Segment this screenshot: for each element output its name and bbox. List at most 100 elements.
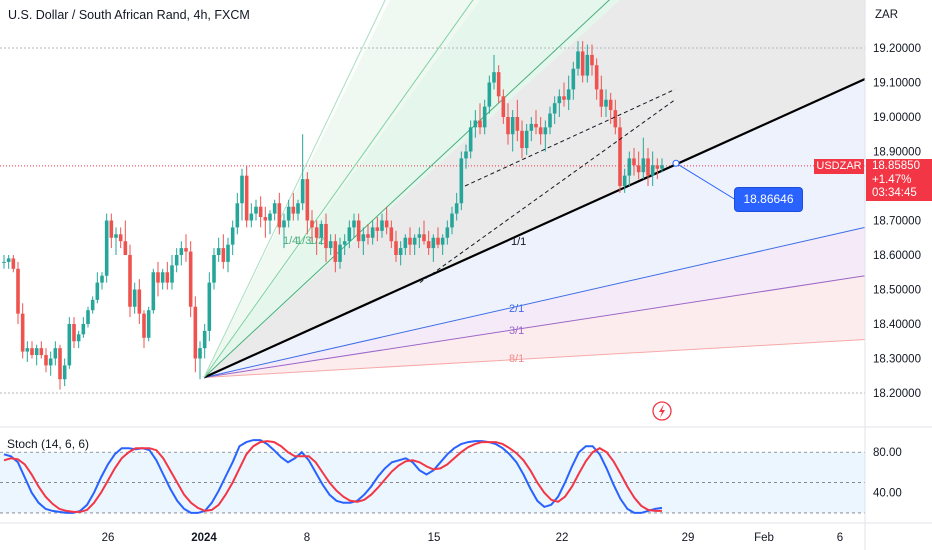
candle: [226, 237, 230, 273]
candle-body: [636, 165, 641, 173]
candle: [636, 151, 641, 180]
candle-body: [632, 158, 636, 166]
fan-label: 8/1: [509, 353, 524, 365]
candle-body: [431, 237, 436, 249]
candle: [380, 213, 384, 238]
candle-body: [608, 99, 613, 111]
currency-label[interactable]: ZAR: [875, 9, 898, 21]
callout-anchor: [672, 159, 680, 167]
candle: [39, 341, 44, 359]
candle-body: [48, 358, 53, 366]
candle-body: [165, 272, 170, 283]
price-callout[interactable]: 18.86646: [735, 188, 802, 211]
candle: [352, 213, 356, 238]
candle-body: [650, 165, 655, 176]
candle: [524, 123, 529, 155]
candle: [464, 144, 468, 169]
candle-body: [72, 324, 76, 342]
candle-body: [496, 72, 501, 97]
candle-body: [324, 223, 328, 249]
candle-body: [515, 117, 520, 131]
candle: [254, 199, 258, 221]
candle-body: [76, 334, 81, 342]
candle-body: [571, 68, 576, 90]
candle-body: [478, 120, 482, 128]
candle: [151, 268, 156, 314]
candle-body: [67, 324, 72, 366]
fan-label: 1/1: [511, 236, 526, 248]
candle-body: [557, 96, 562, 104]
candle: [543, 120, 548, 152]
candle-body: [319, 223, 324, 238]
candle: [473, 110, 478, 138]
candle-body: [291, 206, 296, 214]
candle: [641, 137, 646, 180]
candle-body: [426, 241, 431, 249]
candle-body: [389, 227, 394, 242]
fan-fill-green: [204, 0, 620, 378]
candle: [30, 341, 34, 359]
fan-1-8: [203, 339, 866, 378]
candle-body: [137, 289, 142, 314]
candle-body: [286, 206, 291, 221]
candle: [324, 213, 328, 262]
candle-body: [212, 255, 216, 283]
candle-body: [394, 241, 398, 255]
candle-body: [20, 313, 25, 352]
time-tick-label: 22: [556, 532, 569, 544]
fan-label: 3/1: [509, 325, 524, 337]
candle-body: [310, 220, 314, 228]
candle: [137, 279, 142, 324]
candle: [34, 344, 39, 366]
candle: [562, 82, 566, 107]
stoch-k-line: [3, 439, 663, 514]
candle: [520, 120, 524, 159]
price-badge: 18.85850 +1.47% 03:34:45: [866, 159, 932, 201]
candle: [282, 213, 286, 249]
candle-body: [468, 127, 473, 152]
candle-body: [482, 106, 487, 128]
candle: [412, 234, 417, 255]
candle: [305, 172, 310, 235]
candle-body: [375, 227, 380, 231]
fan-fill-grey: [204, 0, 865, 378]
candle: [272, 199, 277, 221]
candle: [268, 210, 272, 235]
price-tick-label: 18.50000: [873, 285, 921, 297]
candle: [478, 103, 482, 135]
candle: [370, 220, 375, 245]
candle: [408, 227, 412, 255]
candle: [296, 199, 300, 221]
candle-body: [268, 213, 272, 221]
candle-body: [566, 89, 571, 100]
candle: [361, 227, 366, 255]
candle-body: [492, 72, 496, 83]
candle: [48, 351, 53, 376]
candle-body: [230, 227, 235, 245]
candle: [557, 89, 562, 117]
candle-body: [473, 120, 478, 128]
candle: [184, 234, 188, 262]
candle-body: [235, 203, 240, 228]
candle-body: [193, 306, 198, 359]
candle: [534, 110, 538, 135]
candle: [221, 234, 226, 269]
candle-body: [356, 220, 361, 242]
symbol-badge: USDZAR: [814, 159, 864, 174]
candle: [646, 148, 650, 186]
candle: [132, 282, 137, 314]
candle: [594, 58, 599, 100]
candle-body: [118, 234, 123, 242]
candle-body: [198, 348, 202, 359]
callout-connector: [675, 162, 737, 201]
candle-body: [277, 203, 282, 228]
candle-body: [524, 130, 529, 149]
candle-body: [366, 234, 370, 238]
candle: [384, 206, 389, 235]
price-tick-label: 18.70000: [873, 216, 921, 228]
price-tick-label: 18.20000: [873, 388, 921, 400]
candle-body: [398, 248, 403, 255]
candle-body: [16, 268, 20, 314]
candle: [566, 75, 571, 111]
